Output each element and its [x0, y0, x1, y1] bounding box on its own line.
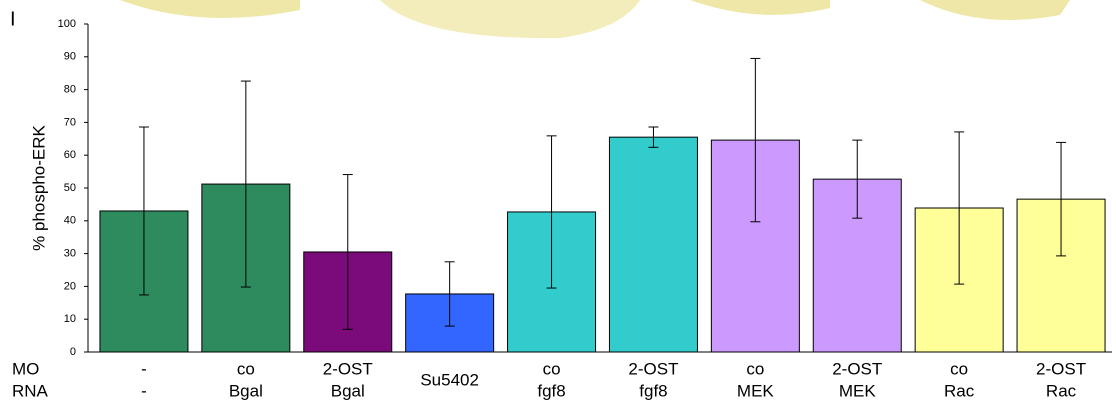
embryo	[380, 0, 640, 38]
y-tick-label: 90	[64, 51, 76, 63]
y-tick-label: 30	[64, 248, 76, 260]
x-tick-label: Bgal	[331, 381, 365, 400]
x-tick-label: co	[543, 359, 561, 378]
row-label: MO	[12, 359, 39, 378]
x-tick-label: 2-OST	[323, 359, 373, 378]
y-tick-label: 80	[64, 84, 76, 96]
y-tick-label: 10	[64, 313, 76, 325]
y-tick-label: 100	[58, 18, 76, 30]
x-tick-label: 2-OST	[832, 359, 882, 378]
x-tick-label: co	[950, 359, 968, 378]
x-tick-label: fgf8	[537, 381, 565, 400]
x-tick-label: -	[141, 359, 147, 378]
y-tick-label: 60	[64, 149, 76, 161]
x-tick-label: 2-OST	[1036, 359, 1086, 378]
x-tick-label: fgf8	[639, 381, 667, 400]
panel-label: I	[10, 8, 16, 30]
x-tick-label: MEK	[737, 381, 775, 400]
x-tick-label: Bgal	[229, 381, 263, 400]
x-tick-label: co	[237, 359, 255, 378]
row-label: RNA	[12, 381, 49, 400]
y-tick-label: 40	[64, 215, 76, 227]
y-tick-label: 70	[64, 116, 76, 128]
x-tick-label: co	[746, 359, 764, 378]
chart: I % phospho-ERK MO RNA 0 10 20 30 40 50 60 70 80…	[0, 0, 1116, 410]
y-axis-label: % phospho-ERK	[29, 125, 48, 251]
embryo-images	[0, 0, 1116, 38]
x-tick-label: Rac	[944, 381, 975, 400]
y-tick-label: 50	[64, 182, 76, 194]
y-tick-label: 0	[70, 346, 76, 358]
x-tick-label: 2-OST	[628, 359, 678, 378]
x-tick-label: Rac	[1046, 381, 1077, 400]
y-tick-label: 20	[64, 280, 76, 292]
x-tick-label: Su5402	[420, 370, 479, 389]
x-tick-label: -	[141, 381, 147, 400]
x-tick-label: MEK	[839, 381, 877, 400]
bar	[609, 137, 697, 352]
